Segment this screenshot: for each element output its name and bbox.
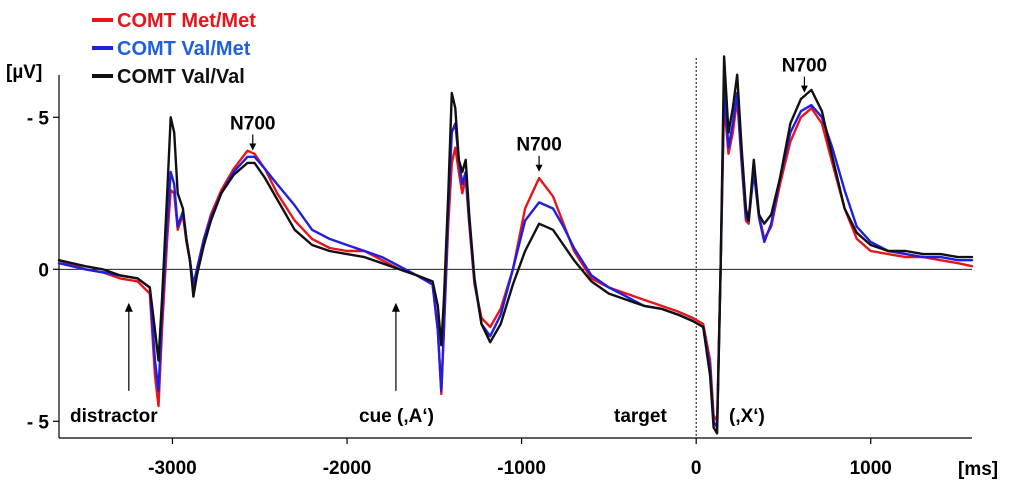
n700-arrowhead (535, 164, 543, 172)
legend: COMT Met/Met COMT Val/Met COMT Val/Val (92, 10, 256, 88)
event-label-x: (‚X‘) (729, 406, 765, 427)
series-lines (57, 55, 974, 435)
y-tick-label: - 5 (27, 412, 50, 433)
cue-arrowhead (391, 302, 400, 312)
event-markers: distractor cue (‚A‘) target (‚X‘) (70, 302, 765, 427)
n700-arrowhead (800, 85, 808, 93)
legend-label: COMT Val/Val (117, 66, 245, 88)
n700-label: N700 (516, 135, 561, 156)
y-ticks: - 5 0 - 5 (27, 108, 59, 433)
distractor-arrowhead (124, 302, 133, 312)
event-label-target: target (614, 406, 667, 427)
event-label-distractor: distractor (70, 406, 158, 427)
series-line-3 (57, 55, 974, 435)
x-tick-label: 1000 (850, 458, 892, 479)
y-tick-label: 0 (38, 260, 49, 281)
y-axis-label: [µV] (6, 62, 42, 83)
x-tick-label: 0 (691, 458, 702, 479)
n700-label: N700 (782, 56, 827, 77)
y-tick-label: - 5 (27, 108, 50, 129)
n700-arrowhead (249, 143, 257, 151)
n700-label: N700 (230, 113, 275, 134)
x-tick-label: -3000 (148, 458, 197, 479)
component-annotations: N700 N700 N700 (230, 56, 827, 172)
legend-label: COMT Val/Met (117, 38, 251, 60)
legend-label: COMT Met/Met (117, 10, 256, 32)
x-axis-label: [ms] (958, 459, 998, 480)
x-tick-label: -2000 (323, 458, 372, 479)
event-label-cue: cue (‚A‘) (359, 406, 434, 427)
x-tick-label: -1000 (497, 458, 546, 479)
x-ticks: -3000 -2000 -1000 0 1000 (148, 438, 892, 479)
